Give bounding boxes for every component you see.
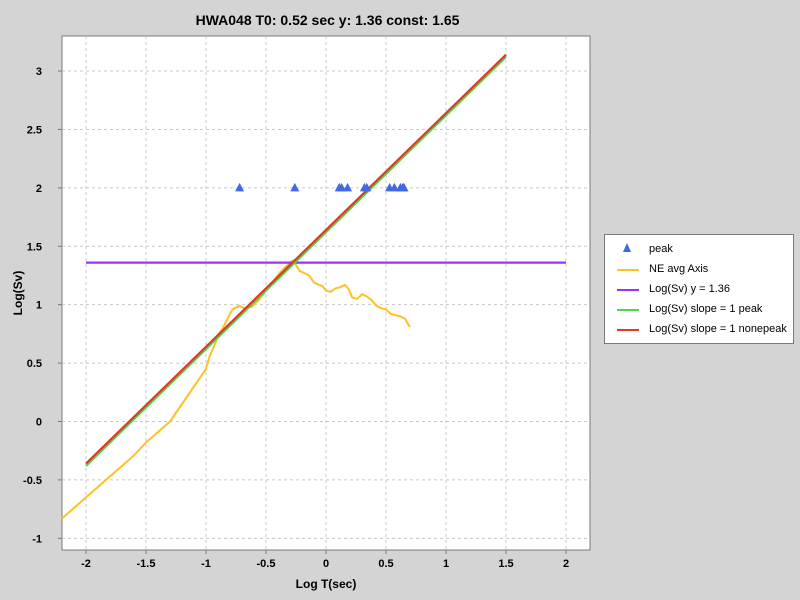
legend-line-swatch — [617, 269, 639, 271]
peak-point — [235, 182, 245, 192]
peak-point — [343, 182, 353, 192]
x-tick-label: 0 — [323, 558, 329, 570]
plot-area — [61, 35, 591, 551]
legend-label: NE avg Axis — [649, 263, 709, 275]
legend-label: Log(Sv) slope = 1 nonepeak — [649, 323, 787, 335]
x-tick-label: 1.5 — [498, 558, 513, 570]
legend-line-swatch — [617, 309, 639, 311]
legend-item-ne-avg-axis: NE avg Axis — [605, 263, 793, 277]
log-sv-slope-1-peak-line — [85, 56, 507, 467]
series-layer — [61, 53, 566, 520]
legend-item-log-sv-y-1-36: Log(Sv) y = 1.36 — [605, 283, 793, 297]
x-tick-label: 0.5 — [378, 558, 393, 570]
legend-item-peak: peak — [605, 243, 793, 257]
x-tick-label: -1 — [201, 558, 211, 570]
peak-point — [389, 182, 399, 192]
peak-point — [399, 182, 409, 192]
legend-label: Log(Sv) slope = 1 peak — [649, 303, 763, 315]
y-tick-label: 1.5 — [27, 241, 42, 253]
peak-point — [337, 182, 347, 192]
log-sv-slope-1-nonepeak-line — [85, 53, 507, 465]
y-tick-label: -1 — [32, 533, 42, 545]
y-axis-label: Log(Sv) — [11, 271, 25, 316]
legend-label: peak — [649, 243, 673, 255]
y-tick-label: 2 — [36, 183, 42, 195]
y-tick-label: 0.5 — [27, 358, 42, 370]
chart-title: HWA048 T0: 0.52 sec y: 1.36 const: 1.65 — [195, 12, 460, 28]
x-tick-label: 2 — [563, 558, 569, 570]
x-axis-label: Log T(sec) — [296, 577, 357, 591]
y-tick-label: 1 — [36, 300, 42, 312]
tick-labels: -2 -1.5 -1 -0.5 0 0.5 1 1.5 2 -1 -0.5 0 0.5 1 1.5 2 2.5 3 — [23, 66, 569, 570]
y-tick-label: -0.5 — [23, 475, 42, 487]
chart-legend: peak NE avg Axis Log(Sv) y = 1.36 Log(Sv) s… — [604, 234, 794, 344]
legend-item-log-sv-slope-1-peak: Log(Sv) slope = 1 peak — [605, 303, 793, 317]
y-tick-label: 2.5 — [27, 124, 42, 136]
x-tick-label: -0.5 — [257, 558, 276, 570]
ne-avg-axis-line — [61, 259, 411, 520]
y-tick-label: 3 — [36, 66, 42, 78]
legend-item-log-sv-slope-1-nonepeak: Log(Sv) slope = 1 nonepeak — [605, 323, 793, 337]
x-tick-label: -2 — [81, 558, 91, 570]
legend-line-swatch — [617, 329, 639, 331]
peak-point — [290, 182, 300, 192]
grid-lines — [62, 36, 590, 550]
legend-line-swatch — [617, 289, 639, 291]
triangle-marker-icon — [623, 243, 631, 252]
x-tick-label: 1 — [443, 558, 449, 570]
peak-point — [362, 182, 372, 192]
x-tick-label: -1.5 — [137, 558, 156, 570]
y-tick-label: 0 — [36, 417, 42, 429]
legend-label: Log(Sv) y = 1.36 — [649, 283, 731, 295]
